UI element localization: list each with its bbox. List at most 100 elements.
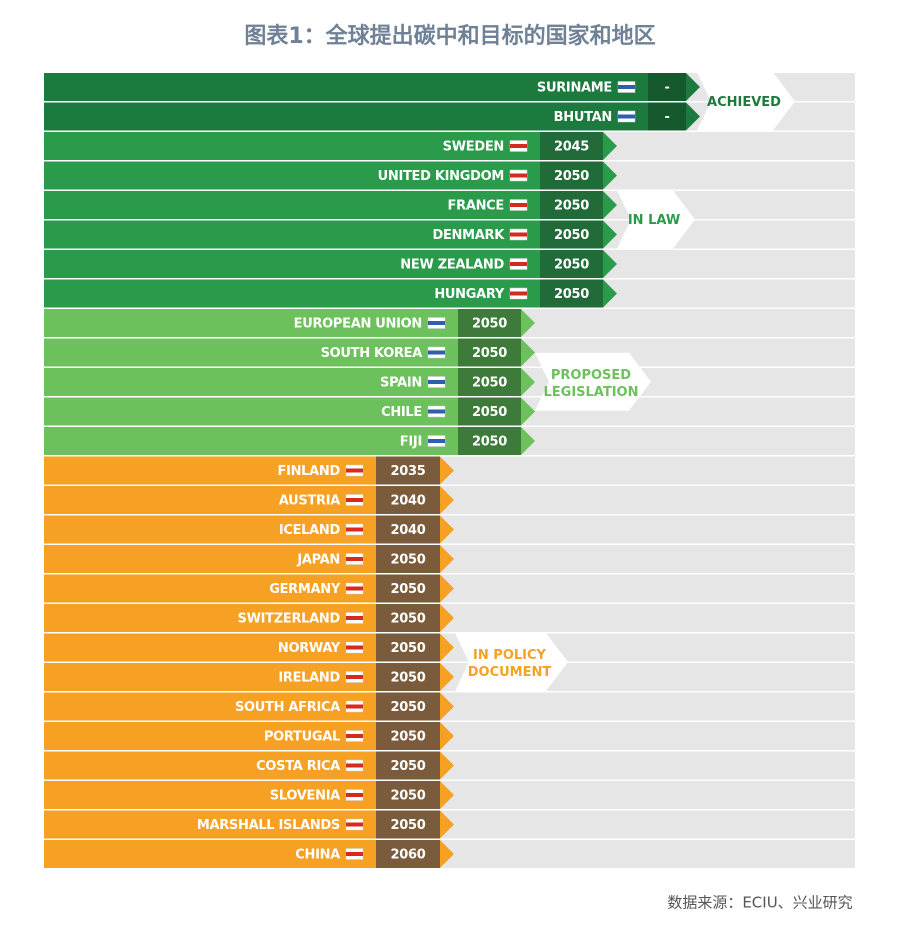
year-box [540,132,603,160]
flag-stripe [346,793,363,797]
flag-stripe [428,350,445,355]
row-bar [44,427,535,455]
row-bar [44,73,700,101]
country-name: NEW ZEALAND [400,258,504,273]
country-name: GERMANY [269,582,341,597]
row-bar [44,486,454,514]
row-bar [44,781,454,809]
country-name: SPAIN [380,376,422,391]
year-box [376,515,440,544]
country-name: SOUTH AFRICA [235,700,340,715]
row-bar [44,397,535,426]
stage-callout [535,352,651,411]
row-bar [44,220,617,249]
target-year: 2035 [391,464,426,479]
row-bar [44,604,454,632]
year-box [376,604,440,632]
flag-stripe [618,85,635,89]
country-name: MARSHALL ISLANDS [197,818,340,833]
target-year: 2050 [472,376,507,391]
target-year: 2050 [554,228,589,243]
flag-stripe [510,291,527,296]
country-name: BHUTAN [554,110,612,125]
row-bar [44,574,454,603]
row-bar [44,250,617,278]
flag-stripe [346,498,363,502]
row-bar [44,338,535,367]
country-name: DENMARK [432,228,505,243]
year-box [540,279,603,308]
row-bar [44,810,454,839]
year-box [376,810,440,839]
title: 图表1：全球提出碳中和目标的国家和地区 [244,23,655,49]
country-name: SWEDEN [443,140,504,155]
target-year: 2050 [472,405,507,420]
flag-stripe [346,675,363,679]
flag-stripe [346,734,363,738]
flag-stripe [346,822,363,827]
row-bar [44,191,617,219]
year-box [648,73,686,101]
country-name: PORTUGAL [264,730,340,745]
year-box [540,220,603,249]
country-name: AUSTRIA [279,494,340,509]
flag-stripe [510,262,527,266]
country-name: CHILE [381,405,422,420]
row-bar [44,545,454,573]
country-name: SWITZERLAND [238,612,341,627]
target-year: 2050 [391,818,426,833]
target-year: 2050 [472,346,507,361]
row-bar [44,663,454,691]
target-year: - [664,110,669,125]
country-name: HUNGARY [434,287,505,302]
target-year: 2050 [554,258,589,273]
year-box [458,427,521,455]
row-bar [44,309,535,337]
target-year: 2050 [472,435,507,450]
flag-stripe [346,763,363,768]
target-year: 2050 [391,641,426,656]
target-year: 2050 [391,789,426,804]
flag-stripe [510,173,527,178]
row-bar [44,515,454,544]
year-box [376,456,440,485]
year-box [540,161,603,190]
year-box [648,102,686,131]
target-year: 2050 [391,553,426,568]
year-box [540,191,603,219]
year-box [458,368,521,396]
target-year: 2050 [391,730,426,745]
country-name: NORWAY [278,641,341,656]
row-bar [44,456,454,485]
target-year: 2040 [391,523,426,538]
flag-stripe [510,232,527,237]
country-name: COSTA RICA [256,759,340,774]
source: 数据来源：ECIU、兴业研究 [667,894,852,912]
flag-stripe [510,203,527,207]
row-bar [44,840,454,868]
year-box [376,722,440,750]
year-box [458,338,521,367]
flag-stripe [346,645,363,650]
flag-stripe [346,704,363,709]
target-year: 2050 [391,582,426,597]
flag-stripe [428,380,445,384]
target-year: 2050 [391,612,426,627]
row-bar [44,161,617,190]
year-box [458,309,521,337]
country-name: SURINAME [537,81,612,96]
flag-stripe [618,114,635,119]
target-year: 2050 [554,169,589,184]
flag-stripe [346,468,363,473]
country-name: JAPAN [296,553,340,568]
flag-stripe [346,557,363,561]
target-year: 2050 [554,199,589,214]
stage-label: ACHIEVED [707,95,781,110]
row-bar [44,132,617,160]
target-year: 2050 [472,317,507,332]
stage-label: IN LAW [628,213,680,228]
flag-stripe [510,144,527,148]
flag-stripe [346,852,363,856]
row-bar [44,279,617,308]
